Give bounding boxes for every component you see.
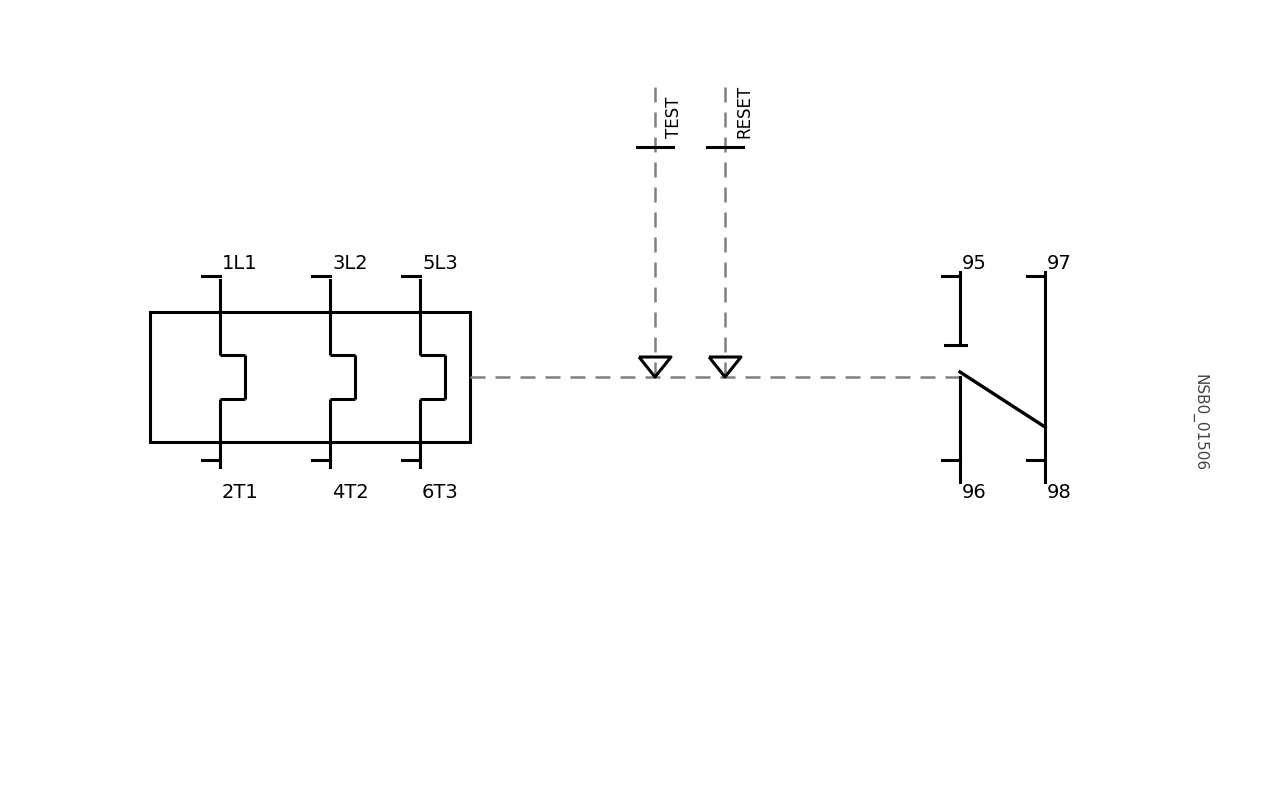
Text: 97: 97 [1047,253,1071,273]
Text: 98: 98 [1047,482,1071,501]
Text: 4T2: 4T2 [332,482,369,501]
Text: 3L2: 3L2 [332,253,367,273]
Text: 96: 96 [963,482,987,501]
Text: 1L1: 1L1 [221,253,257,273]
Text: 95: 95 [963,253,987,273]
Text: RESET: RESET [735,85,753,138]
Text: 2T1: 2T1 [221,482,259,501]
Text: 6T3: 6T3 [422,482,458,501]
Text: TEST: TEST [666,96,684,138]
Bar [150,313,470,443]
Text: NSB0_01506: NSB0_01506 [1192,374,1208,471]
Text: 5L3: 5L3 [422,253,458,273]
